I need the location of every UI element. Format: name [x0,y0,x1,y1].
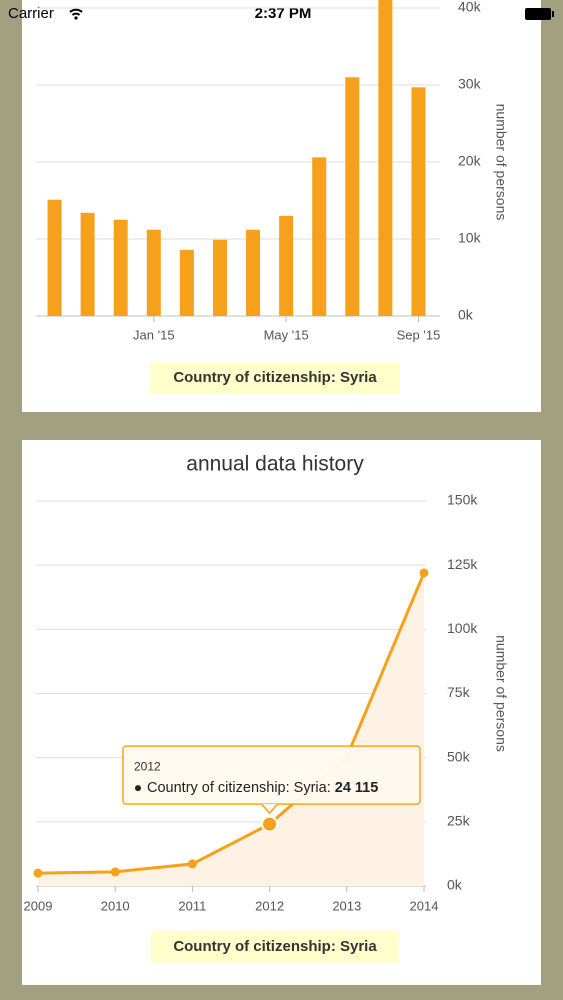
point [419,568,429,578]
x-tick-label: 2010 [101,898,130,913]
tooltip-arrow [261,803,279,815]
legend-box [150,362,400,394]
legend-label: Country of citizenship: Syria [173,369,377,386]
tooltip-bullet [135,785,141,792]
card [22,0,541,412]
x-tick-label: May '15 [264,327,309,342]
x-tick-label: 2013 [332,898,361,913]
bar [345,77,360,316]
battery-icon [525,8,551,20]
bar [378,0,393,317]
x-tick-label: 2012 [255,898,284,913]
y-tick-label: 100k [447,620,478,636]
bar [146,229,161,316]
chart-title: annual data history [186,453,364,476]
y-tick-label: 50k [447,748,471,764]
bar [312,157,327,316]
legend-label: Country of citizenship: Syria [173,938,377,955]
carrier: Carrier [8,5,54,22]
bar [411,87,426,316]
area [38,572,424,886]
y-tick-label: 0k [447,877,463,893]
y-tick-label: 75k [447,684,471,700]
tooltip-value: 24 115 [335,780,379,796]
wifi-icon [69,8,83,16]
y-tick-label: 30k [458,76,482,92]
tooltip-x: 2012 [134,759,161,773]
y-tick-label: 125k [447,556,478,572]
hover-point [261,815,279,833]
point [110,867,120,877]
y-axis-title: number of persons [493,635,509,752]
wifi-icon [74,16,78,20]
y-tick-label: 40k [458,0,482,15]
bar [113,219,128,316]
y-tick-label: 25k [447,813,471,829]
legend-box [151,931,399,963]
y-axis-title: number of persons [493,104,509,221]
x-tick-label: Jan '15 [133,327,175,342]
x-tick-label: Sep '15 [397,327,441,342]
card [22,440,541,985]
x-tick-label: 2011 [178,898,206,913]
point [187,859,197,869]
y-tick-label: 20k [458,153,482,169]
y-tick-label: 0k [458,307,474,323]
bar [246,229,261,316]
line-chart: annual data history 0k 25k 50k 75k 100k 125k 15… [24,453,509,963]
bar [279,215,294,316]
x-tick-label: 2014 [410,898,439,913]
point [33,868,43,878]
bar [212,239,227,316]
battery-icon [552,11,554,17]
clock: 2:37 PM [255,5,312,22]
bar [47,199,62,316]
bar [80,212,95,316]
bar-chart: 0k 10k 20k 30k 40k number of persons Jan '15 Ma… [36,0,509,394]
bar [179,249,194,316]
y-tick-label: 150k [447,492,478,508]
line [37,572,426,875]
x-tick-label: 2009 [24,898,53,913]
y-tick-label: 10k [458,230,482,246]
tooltip-series: Country of citizenship: Syria: [147,780,331,796]
